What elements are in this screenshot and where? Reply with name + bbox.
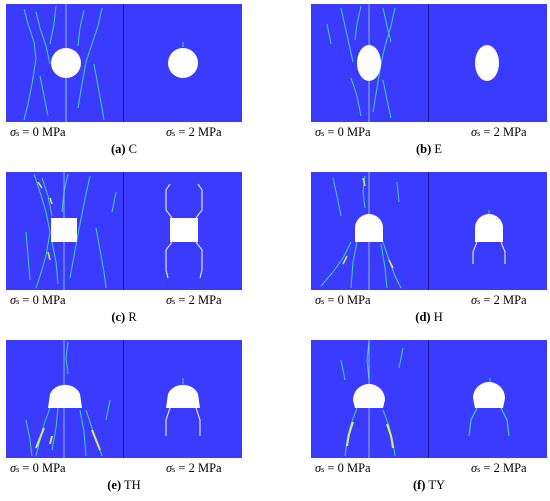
stress-label-left: σs = 0 MPa bbox=[315, 125, 371, 139]
simulation-image-d bbox=[311, 172, 547, 290]
stress-label-left: σs = 0 MPa bbox=[10, 125, 66, 139]
crack-pattern-d bbox=[320, 172, 506, 290]
panel-divider bbox=[428, 172, 429, 290]
panel-divider bbox=[123, 340, 124, 458]
stress-label-right: σs = 2 MPa bbox=[166, 125, 222, 139]
stress-label-right: σs = 2 MPa bbox=[166, 293, 222, 307]
panel-caption: (c) R bbox=[111, 310, 137, 324]
stress-label-right: σs = 2 MPa bbox=[166, 461, 222, 475]
simulation-image-e bbox=[6, 340, 242, 458]
crack-pattern-c bbox=[25, 172, 203, 290]
simulation-image-c bbox=[6, 172, 242, 290]
stress-label-left: σs = 0 MPa bbox=[315, 293, 371, 307]
panel-divider bbox=[123, 172, 124, 290]
simulation-image-f bbox=[311, 340, 547, 458]
stress-label-right: σs = 2 MPa bbox=[471, 293, 527, 307]
simulation-image-a bbox=[6, 4, 242, 122]
panel-divider bbox=[428, 340, 429, 458]
panel-f: σs = 0 MPa σs = 2 MPa (f) TY bbox=[311, 340, 547, 492]
panel-divider bbox=[428, 4, 429, 122]
panel-d: σs = 0 MPa σs = 2 MPa (d) H bbox=[311, 172, 547, 324]
panel-caption: (f) TY bbox=[412, 478, 446, 492]
panel-c: σs = 0 MPa σs = 2 MPa (c) R bbox=[6, 172, 242, 324]
crack-pattern-e bbox=[25, 340, 201, 458]
panel-caption: (d) H bbox=[415, 310, 443, 324]
panel-b: σs = 0 MPa σs = 2 MPa (b) E bbox=[311, 4, 547, 156]
stress-label-left: σs = 0 MPa bbox=[10, 293, 66, 307]
crack-pattern-a bbox=[23, 4, 198, 122]
panel-e: σs = 0 MPa σs = 2 MPa (e) TH bbox=[6, 340, 242, 492]
panel-divider bbox=[123, 4, 124, 122]
panel-caption: (a) C bbox=[110, 142, 138, 156]
panel-caption: (e) TH bbox=[107, 478, 141, 492]
simulation-image-b bbox=[311, 4, 547, 122]
panel-caption: (b) E bbox=[415, 142, 443, 156]
crack-pattern-b bbox=[326, 4, 499, 122]
stress-label-left: σs = 0 MPa bbox=[315, 461, 371, 475]
stress-label-right: σs = 2 MPa bbox=[471, 125, 527, 139]
crack-pattern-f bbox=[340, 340, 510, 458]
stress-label-right: σs = 2 MPa bbox=[471, 461, 527, 475]
stress-label-left: σs = 0 MPa bbox=[10, 461, 66, 475]
panel-a: σs = 0 MPa σs = 2 MPa (a) C bbox=[6, 4, 242, 156]
